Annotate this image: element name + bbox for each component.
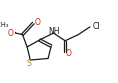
Text: O: O (8, 29, 14, 38)
Text: NH: NH (48, 27, 60, 36)
Text: OCH₃: OCH₃ (0, 22, 8, 28)
Text: O: O (65, 49, 71, 58)
Text: O: O (35, 18, 41, 27)
Text: Cl: Cl (92, 22, 100, 31)
Text: S: S (26, 59, 31, 68)
